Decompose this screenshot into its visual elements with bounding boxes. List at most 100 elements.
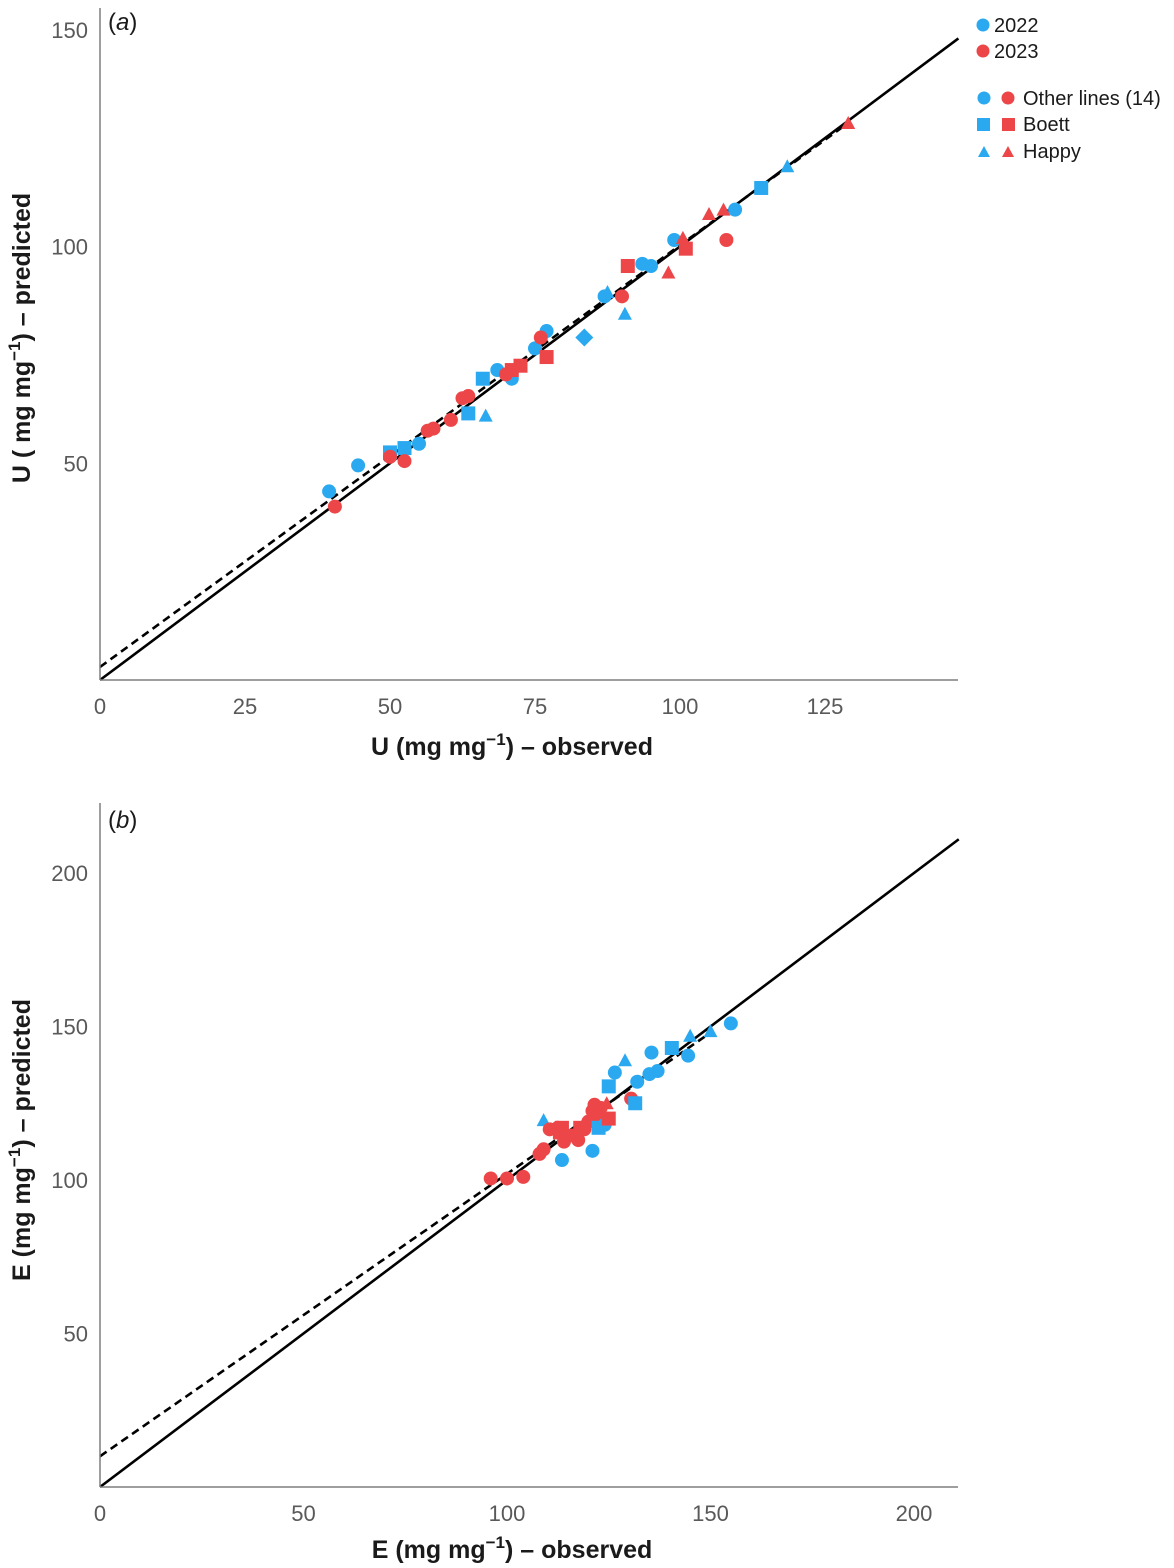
legend-happy-label: Happy xyxy=(1023,141,1081,163)
legend-boett-label: Boett xyxy=(1023,114,1070,136)
panel-a-point-circle-2023 xyxy=(426,421,441,436)
panel-b-x-tick-label: 200 xyxy=(896,1501,933,1526)
panel-b-point-triangle-2022 xyxy=(703,1024,718,1038)
panel-b: 0 50 100 150 200 50 100 150 200 (b) E (mg mg−1) … xyxy=(5,803,960,1564)
panel-a-x-tick-label: 75 xyxy=(523,694,547,719)
panel-b-x-tick-label: 150 xyxy=(692,1501,729,1526)
legend: 2022 2023 Other lines (14) Boett Happy xyxy=(976,15,1161,163)
panel-a-point-square-2022 xyxy=(754,180,769,195)
panel-a-point-circle-2023 xyxy=(461,389,476,404)
panel-a-point-circle-2023 xyxy=(383,449,397,464)
panel-a-x-tick-label: 100 xyxy=(662,694,699,719)
panel-a-point-square-2023 xyxy=(678,241,693,256)
panel-a-point-triangle-2022 xyxy=(780,159,795,173)
panel-b-point-triangle-2023 xyxy=(599,1096,614,1110)
panel-b-point-circle-2022 xyxy=(554,1153,569,1168)
panel-b-point-circle-2022 xyxy=(607,1065,622,1080)
panel-b-point-circle-2022 xyxy=(723,1016,738,1031)
panel-a-point-circle-2023 xyxy=(327,499,342,514)
legend-other-lines-2022-circle-icon xyxy=(977,91,991,105)
legend-other-lines-label: Other lines (14) xyxy=(1023,88,1161,110)
panel-a-point-circle-2022 xyxy=(528,341,542,356)
panel-b-y-tick-label: 100 xyxy=(51,1168,88,1193)
panel-a-point-square-2023 xyxy=(539,350,554,365)
panel-b-y-axis-label: E (mg mg−1) – predicted xyxy=(5,999,36,1281)
panel-b-points xyxy=(483,1016,738,1186)
panel-a-x-tick-label: 125 xyxy=(807,694,844,719)
panel-a-point-circle-2022 xyxy=(322,484,337,499)
legend-happy-2022-triangle-icon xyxy=(978,146,990,157)
panel-b-point-square-2022 xyxy=(628,1096,643,1111)
panel-b-point-triangle-2022 xyxy=(683,1028,698,1042)
panel-b-lines xyxy=(99,838,960,1489)
panel-a-y-axis-label: U ( mg mg−1) – predicted xyxy=(5,193,36,483)
panel-b-point-circle-2023 xyxy=(500,1171,514,1186)
panel-b-point-circle-2022 xyxy=(644,1045,659,1060)
panel-b-point-circle-2022 xyxy=(630,1074,645,1089)
panel-a-y-tick-label: 100 xyxy=(51,235,88,260)
panel-a-solid-line xyxy=(99,37,960,682)
panel-b-point-circle-2023 xyxy=(536,1142,551,1157)
legend-boett-2023-square-icon xyxy=(1002,118,1015,131)
panel-b-y-tick-label: 150 xyxy=(51,1015,88,1040)
panel-b-point-triangle-2022 xyxy=(618,1053,633,1067)
panel-a-point-triangle-2022 xyxy=(600,285,615,299)
panel-b-y-tick-label: 200 xyxy=(51,861,88,886)
panel-b-x-tick-label: 0 xyxy=(94,1501,106,1526)
legend-2023-circle-icon xyxy=(976,44,990,58)
panel-a-point-square-2023 xyxy=(620,259,635,274)
panel-a-point-square-2022 xyxy=(397,441,412,456)
panel-b-x-tick-label: 50 xyxy=(291,1501,315,1526)
panel-a-point-square-2023 xyxy=(513,358,528,373)
panel-b-point-circle-2022 xyxy=(650,1064,665,1079)
panel-b-solid-line xyxy=(99,838,960,1489)
panel-a-point-triangle-2022 xyxy=(617,306,632,320)
panel-a-point-circle-2023 xyxy=(719,232,734,247)
panel-a-point-circle-2023 xyxy=(443,412,458,427)
panel-b-label: (b) xyxy=(108,807,137,834)
legend-2022-label: 2022 xyxy=(994,15,1039,37)
panel-a-point-circle-2022 xyxy=(412,436,426,451)
panel-b-point-square-2022 xyxy=(601,1079,616,1094)
panel-a-point-circle-2023 xyxy=(397,454,412,469)
panel-a-point-square-2022 xyxy=(475,371,490,386)
panel-b-y-tick-label: 50 xyxy=(64,1322,88,1347)
legend-other-lines-2023-circle-icon xyxy=(1001,91,1015,105)
panel-a-point-triangle-2023 xyxy=(702,206,716,220)
panel-a-point-triangle-2022 xyxy=(478,408,493,422)
panel-a-point-triangle-2023 xyxy=(661,265,676,279)
panel-b-point-circle-2022 xyxy=(585,1143,600,1158)
panel-b-point-circle-2022 xyxy=(681,1048,696,1063)
panel-b-point-square-2022 xyxy=(664,1040,679,1055)
panel-a-y-tick-label: 150 xyxy=(51,18,88,43)
panel-a-point-square-2022 xyxy=(461,406,476,421)
panel-a-x-tick-label: 50 xyxy=(378,694,402,719)
legend-2022-circle-icon xyxy=(976,18,990,32)
panel-a: 0 25 50 75 100 125 50 100 150 (a) U (mg mg−1) – … xyxy=(5,8,960,761)
panel-a-x-axis-label: U (mg mg−1) – observed xyxy=(371,730,653,761)
legend-happy-2023-triangle-icon xyxy=(1002,146,1014,157)
panel-b-point-square-2023 xyxy=(601,1111,616,1126)
panel-b-ticks: 0 50 100 150 200 50 100 150 200 xyxy=(51,861,932,1526)
panel-a-point-triangle-2023 xyxy=(716,202,731,216)
legend-boett-2022-square-icon xyxy=(977,118,990,131)
panel-a-ticks: 0 25 50 75 100 125 50 100 150 xyxy=(51,18,843,719)
panel-a-label: (a) xyxy=(108,9,137,36)
panel-b-point-square-2023 xyxy=(554,1120,569,1135)
panel-a-point-circle-2023 xyxy=(615,289,629,304)
panel-b-point-circle-2023 xyxy=(483,1171,498,1186)
panel-b-x-axis-label: E (mg mg−1) – observed xyxy=(372,1533,653,1564)
panel-a-lines xyxy=(99,37,960,682)
legend-2023-label: 2023 xyxy=(994,41,1039,63)
panel-b-point-circle-2023 xyxy=(516,1169,531,1184)
panel-b-point-circle-2023 xyxy=(571,1133,586,1148)
panel-a-x-tick-label: 25 xyxy=(233,694,257,719)
panel-a-x-tick-label: 0 xyxy=(94,694,106,719)
panel-a-point-diamond-2022 xyxy=(575,328,594,347)
panel-b-x-tick-label: 100 xyxy=(489,1501,526,1526)
panel-a-point-triangle-2023 xyxy=(841,115,856,129)
panel-a-y-tick-label: 50 xyxy=(64,451,88,476)
panel-b-dashed-line xyxy=(99,1031,712,1458)
panel-a-point-circle-2023 xyxy=(533,330,548,345)
